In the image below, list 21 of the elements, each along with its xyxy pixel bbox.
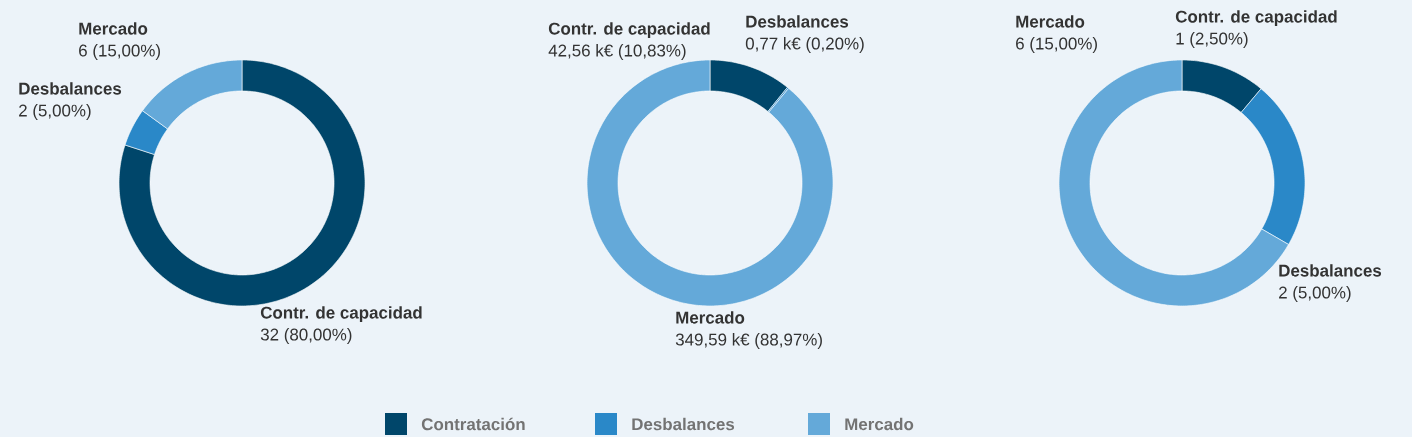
data-label: 6 (15,00%): [1016, 37, 1097, 53]
slice-label: Contr. de capacidad: [260, 306, 422, 322]
data-label: 6 (15,00%): [79, 44, 160, 60]
slice-label: Contr. de capacidad: [1175, 10, 1337, 26]
slice-label: Desbalances: [1279, 264, 1382, 277]
data-label: 349,59 k€ (88,97%): [675, 333, 822, 349]
slice-label: Mercado: [676, 311, 745, 324]
text: Desbalances: [632, 417, 735, 431]
text: Contratación: [421, 417, 525, 431]
slice-label: Contr. de capacidad: [548, 22, 710, 38]
data-label: 0,77 k€ (0,20%): [745, 37, 864, 53]
slice-label: Mercado: [79, 22, 148, 35]
data-label: 1 (2,50%): [1176, 32, 1248, 48]
slice-label: Desbalances: [19, 82, 122, 95]
data-label: 32 (80,00%): [260, 328, 352, 344]
slice-label: Desbalances: [746, 15, 849, 28]
data-label: 2 (5,00%): [19, 104, 91, 120]
data-label: 42,56 k€ (10,83%): [548, 44, 686, 60]
data-label: 2 (5,00%): [1279, 286, 1351, 302]
slice-label: Mercado: [1016, 15, 1085, 28]
text: Mercado: [845, 417, 914, 431]
